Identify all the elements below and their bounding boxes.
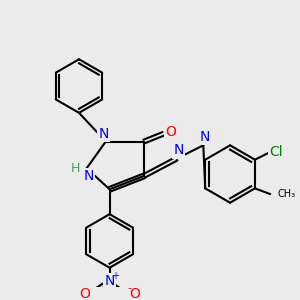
Text: Cl: Cl bbox=[269, 145, 283, 159]
Text: N: N bbox=[99, 127, 109, 141]
Text: -: - bbox=[128, 283, 132, 293]
Text: +: + bbox=[111, 271, 119, 281]
Text: H: H bbox=[70, 162, 80, 175]
Text: N: N bbox=[200, 130, 210, 144]
Text: O: O bbox=[129, 287, 140, 300]
Text: O: O bbox=[165, 125, 176, 139]
Text: N: N bbox=[104, 274, 115, 288]
Text: CH₃: CH₃ bbox=[278, 189, 296, 199]
Text: N: N bbox=[83, 169, 94, 183]
Text: O: O bbox=[79, 287, 90, 300]
Text: N: N bbox=[173, 143, 184, 157]
